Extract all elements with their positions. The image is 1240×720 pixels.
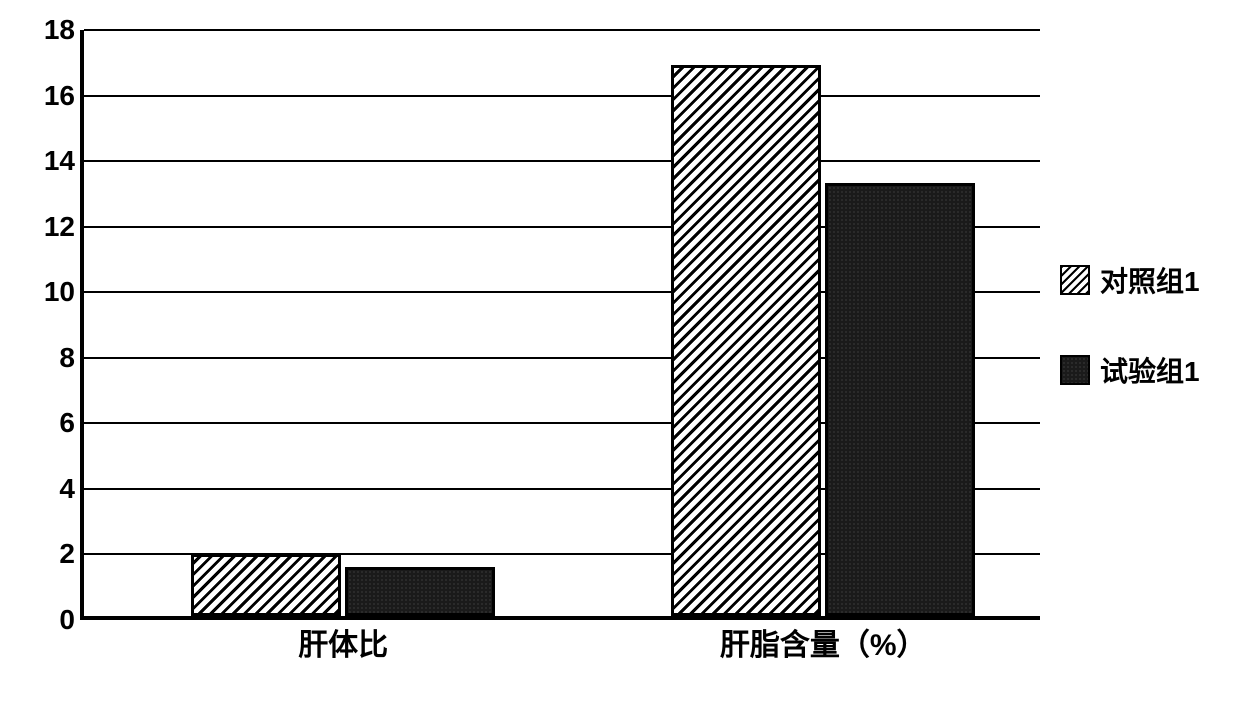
bar	[191, 554, 341, 616]
y-tick-label: 14	[20, 145, 75, 177]
legend-swatch	[1060, 355, 1090, 385]
gridline	[84, 160, 1040, 162]
gridline	[84, 95, 1040, 97]
y-tick-label: 18	[20, 14, 75, 46]
y-tick-label: 0	[20, 604, 75, 636]
plot-area: 肝体比肝脂含量（%）	[80, 30, 1040, 620]
bar	[671, 65, 821, 616]
legend-label: 试验组1	[1100, 350, 1200, 390]
bar	[825, 183, 975, 616]
y-tick-label: 6	[20, 407, 75, 439]
legend: 对照组1 试验组1	[1060, 260, 1200, 440]
y-tick-label: 8	[20, 342, 75, 374]
legend-item: 对照组1	[1060, 260, 1200, 300]
bar-chart: 肝体比肝脂含量（%） 对照组1试验组1 024681012141618	[20, 20, 1220, 700]
gridline	[84, 29, 1040, 31]
y-tick-label: 16	[20, 80, 75, 112]
y-tick-label: 4	[20, 473, 75, 505]
bar	[345, 567, 495, 616]
y-tick-label: 12	[20, 211, 75, 243]
x-tick-label: 肝脂含量（%）	[720, 620, 927, 664]
legend-label: 对照组1	[1100, 260, 1200, 300]
x-tick-label: 肝体比	[298, 620, 388, 664]
legend-item: 试验组1	[1060, 350, 1200, 390]
legend-swatch	[1060, 265, 1090, 295]
y-tick-label: 10	[20, 276, 75, 308]
y-tick-label: 2	[20, 538, 75, 570]
